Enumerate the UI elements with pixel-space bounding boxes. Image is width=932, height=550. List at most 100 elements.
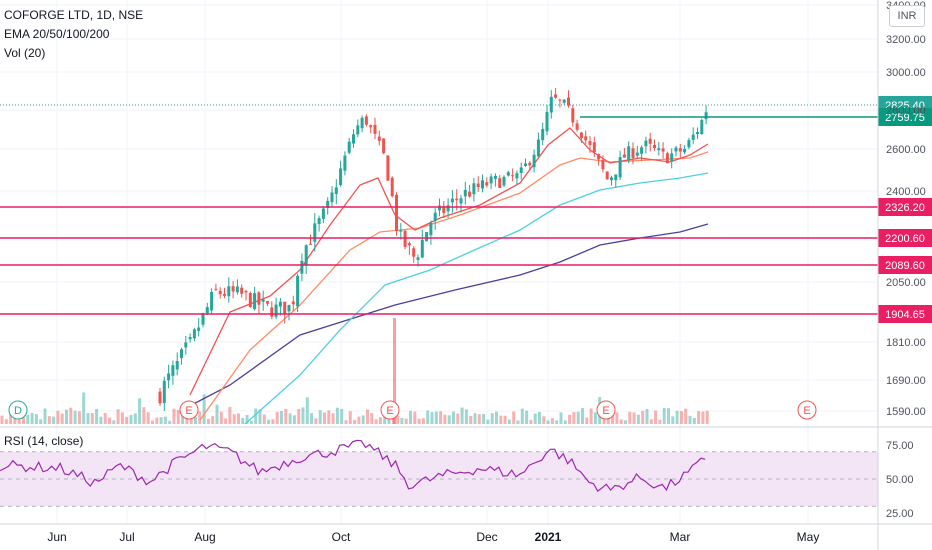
event-label: E bbox=[386, 405, 393, 417]
candle-body bbox=[244, 290, 248, 293]
event-label: D bbox=[14, 405, 22, 417]
volume-bar bbox=[563, 420, 567, 424]
candle-body bbox=[420, 239, 424, 258]
candle-body bbox=[549, 96, 553, 113]
candle-body bbox=[270, 307, 274, 317]
currency-button[interactable]: INR bbox=[889, 5, 925, 27]
volume-bar bbox=[615, 412, 619, 424]
volume-bar bbox=[305, 397, 309, 424]
candle-body bbox=[678, 148, 682, 152]
price-axis-label: 2600.00 bbox=[886, 144, 926, 156]
volume-bar bbox=[482, 414, 486, 424]
volume-bar bbox=[499, 415, 503, 424]
volume-bar bbox=[400, 417, 404, 424]
rsi-legend[interactable]: RSI (14, close) bbox=[4, 434, 84, 448]
volume-bar bbox=[679, 411, 683, 424]
candles[interactable] bbox=[158, 87, 708, 411]
candle-body bbox=[644, 140, 648, 147]
rsi-line bbox=[0, 439, 706, 492]
candle-body bbox=[442, 206, 446, 214]
volume-bar bbox=[430, 412, 434, 424]
volume-bar bbox=[155, 417, 159, 424]
candle-body bbox=[631, 148, 635, 158]
volume-bar bbox=[439, 411, 443, 424]
rsi-axis-label: 50.00 bbox=[886, 474, 914, 486]
candle-body bbox=[317, 218, 321, 225]
volume-bar bbox=[361, 415, 365, 424]
volume-bar bbox=[585, 417, 589, 424]
candle-body bbox=[162, 380, 166, 403]
volume-bar bbox=[555, 420, 559, 424]
volume-bar bbox=[146, 412, 150, 424]
volume-bar bbox=[99, 416, 103, 424]
ema100-line bbox=[244, 172, 709, 425]
candle-body bbox=[377, 136, 381, 141]
candle-body bbox=[214, 288, 218, 290]
volume-bar bbox=[275, 411, 279, 424]
candle-body bbox=[356, 125, 360, 135]
volume-bar bbox=[47, 416, 51, 424]
volume-bar bbox=[701, 411, 705, 424]
candle-body bbox=[235, 286, 239, 293]
volume-legend[interactable]: Vol (20) bbox=[4, 46, 46, 60]
volume-bar bbox=[611, 412, 615, 424]
candle-body bbox=[347, 141, 351, 153]
volume-bar bbox=[288, 413, 292, 424]
candle-body bbox=[382, 138, 386, 154]
volume-bar bbox=[237, 413, 240, 424]
horizontal-levels[interactable]: 2825.402759.752326.202200.602089.601904.… bbox=[0, 96, 932, 323]
candle-body bbox=[369, 125, 373, 128]
volume-bar bbox=[378, 417, 382, 424]
volume-bar bbox=[215, 404, 219, 424]
symbol-legend[interactable]: COFORGE LTD, 1D, NSE bbox=[4, 8, 144, 22]
volume-bar bbox=[82, 392, 86, 424]
volume-bar bbox=[194, 416, 197, 424]
candle-body bbox=[519, 167, 523, 173]
volume-bar bbox=[4, 419, 8, 424]
candle-body bbox=[665, 153, 669, 164]
candle-body bbox=[614, 174, 618, 181]
volume-bar bbox=[292, 415, 296, 424]
price-label: 1904.65 bbox=[885, 309, 925, 321]
candle-body bbox=[334, 187, 338, 194]
price-label: 2200.60 bbox=[885, 233, 925, 245]
candle-body bbox=[257, 292, 261, 305]
volume-bar bbox=[520, 408, 524, 424]
candle-body bbox=[167, 373, 171, 381]
candle-body bbox=[670, 153, 674, 162]
candle-body bbox=[622, 154, 626, 158]
candle-body bbox=[506, 172, 510, 176]
candle-body bbox=[545, 112, 549, 132]
ema200-line bbox=[179, 223, 709, 412]
ema-legend[interactable]: EMA 20/50/100/200 bbox=[4, 27, 110, 41]
volume-bar bbox=[310, 413, 314, 424]
volume-bar bbox=[421, 418, 425, 424]
volume-bar bbox=[572, 412, 576, 424]
volume-bar bbox=[387, 418, 391, 424]
volume-bar bbox=[125, 416, 129, 424]
candle-body bbox=[386, 155, 390, 181]
volume-bar bbox=[692, 417, 696, 424]
candle-body bbox=[601, 159, 605, 170]
candle-body bbox=[524, 163, 527, 166]
volume-bar bbox=[318, 410, 322, 424]
volume-bar bbox=[688, 415, 692, 424]
volume-bar bbox=[443, 414, 447, 424]
candle-body bbox=[326, 200, 330, 209]
volume-bar bbox=[120, 412, 124, 424]
price-label-bg bbox=[878, 108, 932, 126]
volume-bar bbox=[662, 407, 666, 424]
rsi-axis-label: 25.00 bbox=[886, 508, 914, 520]
candle-body bbox=[511, 175, 515, 177]
candle-body bbox=[261, 299, 265, 302]
price-label: 2089.60 bbox=[885, 260, 925, 272]
volume-bar bbox=[254, 408, 258, 424]
candle-body bbox=[352, 134, 355, 144]
candle-body bbox=[175, 361, 179, 370]
candle-body bbox=[567, 97, 570, 106]
volume-bar bbox=[228, 407, 232, 424]
volume-bar bbox=[224, 418, 228, 424]
volume-bar bbox=[267, 419, 271, 424]
